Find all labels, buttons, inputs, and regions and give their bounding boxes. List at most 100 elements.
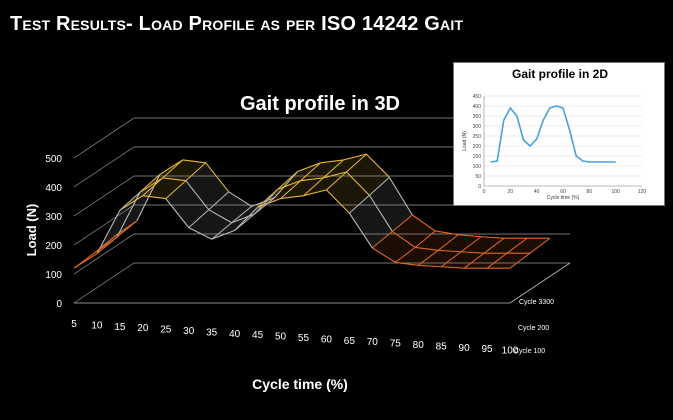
surface-cell	[326, 172, 370, 214]
inset-y-tick-label: 400	[473, 104, 482, 110]
surface-cell	[231, 197, 275, 223]
x-tick-label: 95	[481, 344, 493, 355]
x-tick-label: 10	[91, 320, 103, 331]
surface-row-segment	[300, 177, 324, 182]
x-tick-label: 50	[275, 332, 287, 343]
surface-column-segment	[417, 249, 439, 266]
surface-column-segment	[349, 194, 370, 214]
inset-x-tick-label: 60	[560, 189, 566, 195]
x-tick-label: 85	[436, 341, 448, 352]
surface-row-segment	[323, 171, 347, 179]
surface-row-segment	[119, 195, 144, 211]
inset-x-tick-label: 20	[508, 189, 514, 195]
surface-column-segment	[96, 236, 118, 255]
surface-row-segment	[234, 206, 258, 231]
surface-column-segment	[391, 214, 413, 232]
surface-row-segment	[274, 171, 298, 198]
surface-column-segment	[326, 171, 347, 191]
surface-cell	[185, 162, 229, 210]
surface-column-segment	[440, 251, 462, 268]
inset-x-tick-label: 100	[611, 189, 620, 195]
surface-column-segment	[509, 252, 531, 269]
inset-y-tick-label: 100	[473, 164, 482, 170]
inset-x-tick-label: 80	[587, 189, 593, 195]
x-tick-label: 55	[298, 333, 310, 344]
x-tick-label: 15	[114, 322, 126, 333]
surface-row-segment	[415, 246, 439, 251]
surface-row-segment	[372, 247, 396, 263]
surface-column-segment	[231, 205, 253, 224]
y-tick-label: 500	[45, 154, 62, 165]
surface-row-segment	[142, 195, 166, 200]
surface-column-segment	[211, 222, 233, 240]
surface-cell	[461, 236, 505, 254]
surface-cell	[139, 159, 183, 193]
x-tick-label: 30	[183, 326, 195, 337]
surface-column-segment	[414, 230, 436, 248]
surface-row-segment	[162, 177, 186, 182]
x-tick-label: 45	[252, 330, 264, 341]
inset-y-tick-label: 300	[473, 124, 482, 130]
x-tick-label: 60	[321, 334, 333, 345]
x-tick-label: 65	[344, 336, 356, 347]
surface-row-segment	[303, 189, 327, 197]
surface-row-segment	[438, 249, 462, 253]
surface-row-segment	[326, 189, 350, 214]
surface-row-segment	[280, 195, 304, 200]
surface-row-segment	[257, 198, 281, 208]
surface-cell	[487, 253, 530, 269]
surface-cell	[303, 172, 347, 196]
surface-column-segment	[93, 236, 115, 254]
surface-column-segment	[139, 174, 161, 193]
surface-column-segment	[346, 153, 367, 173]
surface-column-segment	[165, 180, 187, 199]
surface-row-segment	[320, 159, 344, 164]
surface-row-segment	[346, 171, 370, 196]
surface-row-segment	[435, 230, 459, 236]
inset-title: Gait profile in 2D	[512, 67, 608, 81]
surface-cell	[395, 247, 439, 266]
surface-row-segment	[139, 177, 164, 193]
surface-column-segment	[257, 189, 278, 208]
surface-column-segment	[371, 231, 393, 249]
surface-cell	[96, 192, 140, 254]
surface-cell	[165, 180, 209, 228]
surface-column-segment	[119, 191, 141, 211]
surface-cell	[94, 220, 137, 254]
surface-row-segment	[254, 189, 278, 215]
surface-column-segment	[116, 220, 138, 238]
surface-cell	[162, 159, 206, 181]
surface-cell	[441, 251, 485, 269]
side-grid-line	[73, 146, 135, 188]
surface-row-segment	[188, 227, 212, 240]
inset-y-tick-label: 200	[473, 144, 482, 150]
surface-cell	[507, 238, 550, 254]
surface-column-segment	[142, 177, 164, 197]
surface-column-segment	[463, 252, 485, 269]
side-grid-line	[73, 175, 135, 217]
surface-cell	[280, 177, 324, 199]
y-axis-label: Load (N)	[24, 204, 39, 257]
surface-row-segment	[182, 159, 206, 164]
y-tick-label: 400	[45, 183, 62, 194]
surface-column-segment	[369, 176, 390, 196]
x-tick-label: 75	[390, 339, 402, 350]
slide-title: Test Results- Load Profile as per ISO 14…	[10, 13, 464, 35]
surface-cell	[254, 171, 298, 215]
surface-cell	[346, 154, 390, 196]
surface-column-segment	[394, 246, 416, 263]
inset-y-axis-label: Load (N)	[462, 131, 468, 151]
chart-title: Gait profile in 3D	[240, 93, 400, 115]
x-tick-label: 35	[206, 327, 218, 338]
surface-column-segment	[300, 162, 321, 182]
x-tick-label: 40	[229, 329, 241, 340]
surface-column-segment	[483, 237, 505, 254]
surface-row-segment	[348, 212, 373, 249]
surface-row-segment	[231, 213, 255, 224]
inset-y-tick-label: 350	[473, 114, 482, 120]
surface-cell	[484, 238, 528, 254]
surface-column-segment	[303, 177, 324, 197]
surface-cell	[257, 180, 301, 208]
surface-cell	[211, 214, 255, 240]
